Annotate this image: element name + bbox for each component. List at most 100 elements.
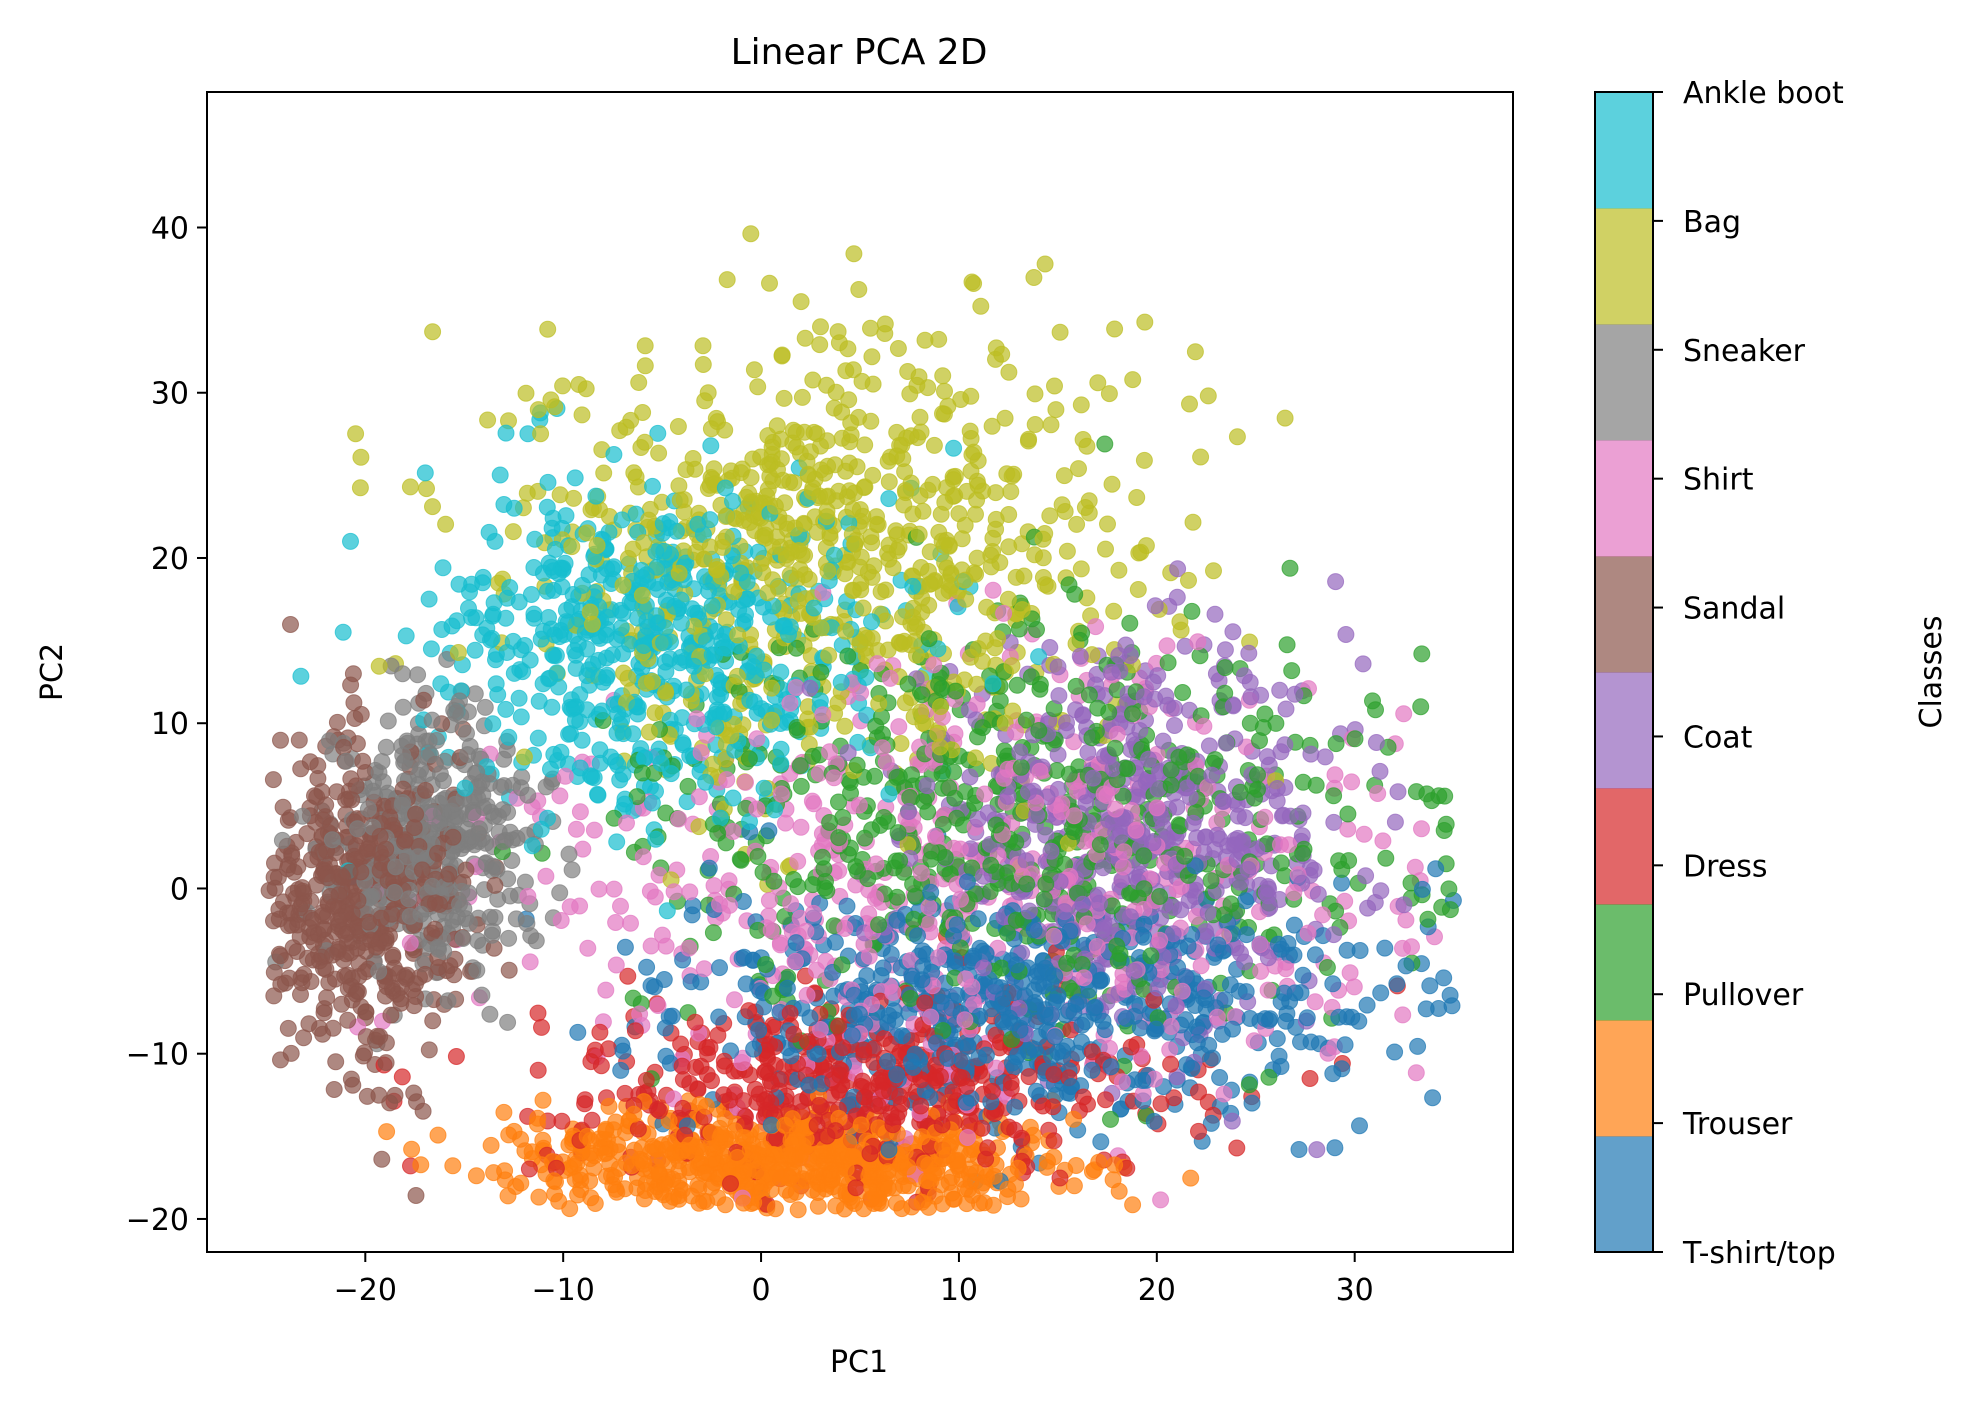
scatter-point xyxy=(504,523,522,541)
scatter-point xyxy=(702,437,720,455)
scatter-point xyxy=(386,1086,404,1104)
scatter-point xyxy=(1318,959,1336,976)
scatter-point xyxy=(755,779,773,797)
scatter-point xyxy=(1294,844,1312,862)
scatter-point xyxy=(841,482,858,500)
scatter-point xyxy=(571,686,589,704)
scatter-point xyxy=(1102,1110,1119,1128)
scatter-point xyxy=(972,297,990,315)
scatter-point xyxy=(890,718,908,736)
scatter-point xyxy=(485,594,503,612)
scatter-point xyxy=(400,890,418,908)
scatter-point xyxy=(354,752,372,770)
scatter-point xyxy=(772,755,790,773)
scatter-point xyxy=(1046,1028,1064,1046)
scatter-point xyxy=(836,920,854,937)
scatter-point xyxy=(1192,448,1210,466)
scatter-point xyxy=(292,667,310,685)
scatter-point xyxy=(577,380,595,398)
scatter-point xyxy=(1000,538,1018,556)
scatter-point xyxy=(979,1139,997,1157)
scatter-point xyxy=(311,1019,328,1037)
scatter-point xyxy=(1421,977,1439,995)
scatter-point xyxy=(876,315,894,333)
scatter-point xyxy=(1121,614,1139,632)
scatter-point xyxy=(911,408,929,426)
scatter-point xyxy=(543,698,561,716)
scatter-point xyxy=(847,1179,865,1197)
scatter-point xyxy=(1129,581,1147,598)
scatter-point xyxy=(1424,1089,1442,1107)
scatter-point xyxy=(1240,644,1258,662)
scatter-point xyxy=(1388,975,1406,993)
scatter-point xyxy=(665,883,683,901)
scatter-point xyxy=(357,1003,375,1021)
scatter-point xyxy=(744,450,762,468)
scatter-point xyxy=(605,880,623,898)
scatter-point xyxy=(1276,736,1294,754)
scatter-point xyxy=(371,1028,389,1045)
scatter-point xyxy=(1413,880,1431,898)
scatter-point xyxy=(522,586,540,603)
scatter-point xyxy=(896,1143,914,1161)
scatter-point xyxy=(874,959,892,977)
scatter-point xyxy=(911,487,929,505)
scatter-point xyxy=(1097,1091,1114,1109)
scatter-point xyxy=(1067,701,1085,719)
scatter-point xyxy=(1324,1065,1342,1083)
scatter-point xyxy=(565,489,583,507)
scatter-point xyxy=(748,800,766,818)
scatter-point xyxy=(1409,1037,1427,1055)
scatter-point xyxy=(800,570,818,588)
scatter-point xyxy=(829,694,847,712)
scatter-point xyxy=(1130,544,1148,562)
scatter-point xyxy=(352,448,370,466)
scatter-point xyxy=(818,882,836,900)
scatter-point xyxy=(1435,822,1453,839)
scatter-point xyxy=(496,1162,514,1180)
scatter-point xyxy=(848,458,866,476)
scatter-point xyxy=(642,937,660,955)
scatter-point xyxy=(1122,1038,1140,1056)
scatter-point xyxy=(439,992,457,1010)
scatter-point xyxy=(420,590,438,608)
scatter-point xyxy=(728,667,746,685)
scatter-point xyxy=(772,785,790,803)
scatter-point xyxy=(1216,641,1234,659)
scatter-point xyxy=(486,909,504,926)
scatter-point xyxy=(1020,1068,1038,1086)
scatter-point xyxy=(614,1042,632,1060)
scatter-point xyxy=(290,731,308,749)
scatter-point xyxy=(844,361,862,379)
scatter-point xyxy=(986,639,1004,657)
scatter-point xyxy=(826,933,844,951)
scatter-point xyxy=(556,767,574,785)
scatter-point xyxy=(1192,957,1210,975)
scatter-point xyxy=(977,945,995,963)
scatter-point xyxy=(1277,700,1295,718)
scatter-point xyxy=(687,543,705,561)
scatter-point xyxy=(859,870,877,888)
scatter-point xyxy=(1002,483,1020,501)
scatter-point xyxy=(466,641,484,659)
scatter-point xyxy=(619,549,637,567)
scatter-point xyxy=(850,281,868,298)
scatter-point xyxy=(877,753,895,771)
scatter-point xyxy=(844,500,862,518)
scatter-point xyxy=(901,385,919,403)
scatter-point xyxy=(590,880,608,898)
scatter-point xyxy=(1043,1047,1061,1065)
scatter-point xyxy=(686,1013,704,1031)
scatter-point xyxy=(1216,659,1234,677)
scatter-point xyxy=(1285,916,1303,934)
scatter-point xyxy=(862,319,879,337)
scatter-point xyxy=(483,926,501,944)
scatter-point xyxy=(1215,1085,1233,1103)
scatter-point xyxy=(451,692,468,710)
scatter-point xyxy=(607,956,625,974)
scatter-point xyxy=(656,1019,674,1037)
scatter-point xyxy=(1008,676,1026,694)
scatter-point xyxy=(864,466,882,484)
scatter-point xyxy=(569,1023,587,1041)
scatter-point xyxy=(920,898,938,916)
